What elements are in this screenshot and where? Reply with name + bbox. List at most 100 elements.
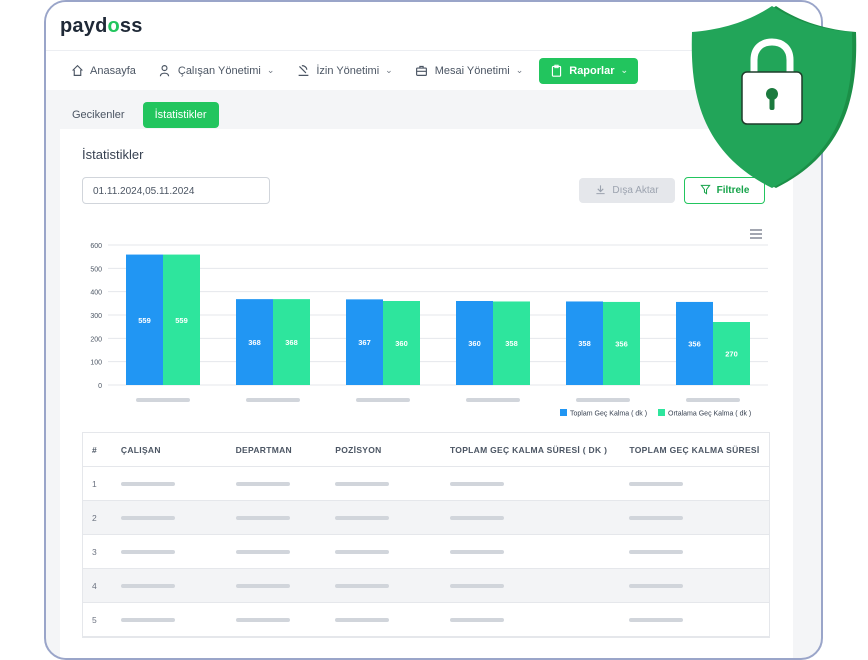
chevron-down-icon: ⌄: [620, 65, 629, 75]
text-placeholder: [629, 481, 684, 486]
column-header-position[interactable]: POZİSYON: [335, 444, 382, 455]
cell-placeholder: [629, 481, 769, 486]
data-label: 559: [175, 316, 188, 325]
bar: [713, 322, 750, 385]
x-tick-label-placeholder: [246, 398, 300, 402]
briefcase-icon: [415, 64, 429, 78]
bar: [346, 299, 383, 385]
filter-button[interactable]: Filtrele: [684, 177, 765, 204]
column-header-employee[interactable]: ÇALIŞAN: [120, 444, 161, 455]
nav-label: Çalışan Yönetimi: [177, 64, 261, 77]
bar: [163, 254, 200, 385]
funnel-icon: [699, 184, 711, 198]
bar: [236, 299, 273, 385]
cell-placeholder: [120, 583, 236, 588]
cell-placeholder: [629, 617, 769, 622]
export-button[interactable]: Dışa Aktar: [579, 178, 675, 203]
beach-icon: [296, 64, 310, 78]
column-header-total-late[interactable]: TOPLAM GEÇ KALMA SÜRESİ: [629, 444, 760, 455]
row-index: 1: [92, 478, 97, 489]
late-arrival-bar-chart: 0 100 200 300 400 500 600 559 559 368 368 367 360 360…: [90, 243, 768, 418]
y-tick-label: 400: [90, 290, 102, 297]
app-logo[interactable]: paydoss: [60, 15, 143, 38]
app-window: paydoss Anasayfa Çalışan Yönetimi ⌄ İzin…: [44, 0, 823, 660]
data-label: 360: [395, 339, 408, 348]
cell-placeholder: [335, 481, 450, 486]
column-header-total-late-dk[interactable]: TOPLAM GEÇ KALMA SÜRESİ ( DK ): [449, 444, 608, 455]
table-row[interactable]: 3: [83, 535, 769, 569]
text-placeholder: [335, 515, 390, 520]
legend-swatch: [658, 409, 665, 416]
nav-item-leave-management[interactable]: İzin Yönetimi ⌄: [290, 58, 398, 84]
statistics-card: İstatistikler 01.11.2024,05.11.2024 Dışa…: [60, 129, 793, 658]
export-label: Dışa Aktar: [612, 185, 659, 196]
text-placeholder: [335, 617, 390, 622]
cell-placeholder: [629, 549, 769, 554]
text-placeholder: [629, 549, 684, 554]
table-header: # ÇALIŞAN DEPARTMAN POZİSYON TOPLAM GEÇ …: [83, 433, 769, 467]
cell-placeholder: [629, 515, 769, 520]
text-placeholder: [235, 617, 290, 622]
bar: [603, 301, 640, 385]
statistics-table: # ÇALIŞAN DEPARTMAN POZİSYON TOPLAM GEÇ …: [82, 432, 770, 638]
cell-placeholder: [235, 617, 336, 622]
cell-placeholder: [449, 583, 629, 588]
data-label: 358: [505, 339, 518, 348]
nav-label: Mesai Yönetimi: [434, 64, 510, 77]
table-row[interactable]: 5: [83, 603, 769, 637]
nav-item-home[interactable]: Anasayfa: [64, 58, 142, 84]
y-tick-label: 500: [90, 266, 102, 273]
cell-placeholder: [235, 549, 336, 554]
table-row[interactable]: 4: [83, 569, 769, 603]
x-tick-label-placeholder: [466, 398, 520, 402]
row-index: 3: [92, 546, 97, 557]
bar: [273, 299, 310, 385]
table-body: 1 2 3 4 5: [83, 467, 769, 637]
tab-bar: Gecikenler İstatistikler: [60, 102, 793, 128]
nav-item-reports[interactable]: Raporlar ⌄: [539, 57, 639, 84]
cell-placeholder: [335, 583, 450, 588]
bar: [493, 301, 530, 385]
row-index: 4: [92, 580, 97, 591]
table-row[interactable]: 1: [83, 467, 769, 501]
y-tick-label: 600: [90, 243, 102, 250]
download-icon: [595, 184, 606, 198]
nav-item-overtime-management[interactable]: Mesai Yönetimi ⌄: [409, 58, 530, 84]
nav-label: Anasayfa: [90, 64, 136, 77]
data-label: 368: [285, 338, 298, 347]
cell-placeholder: [120, 549, 236, 554]
cell-placeholder: [449, 617, 629, 622]
text-placeholder: [449, 515, 504, 520]
logo-text-suffix: ss: [119, 14, 143, 37]
bar: [456, 301, 493, 385]
top-bar: paydoss: [46, 2, 821, 50]
bar: [676, 301, 713, 385]
chevron-down-icon: ⌄: [515, 65, 524, 75]
x-tick-label-placeholder: [686, 398, 740, 402]
tab-statistics[interactable]: İstatistikler: [142, 102, 219, 128]
column-header-department[interactable]: DEPARTMAN: [235, 444, 292, 455]
tab-late-arrivals[interactable]: Gecikenler: [60, 102, 137, 128]
data-label: 368: [248, 338, 261, 347]
date-range-input[interactable]: 01.11.2024,05.11.2024: [82, 177, 270, 204]
chevron-down-icon: ⌄: [266, 65, 275, 75]
text-placeholder: [120, 481, 175, 486]
cell-placeholder: [235, 481, 336, 486]
table-row[interactable]: 2: [83, 501, 769, 535]
nav-item-employee-management[interactable]: Çalışan Yönetimi ⌄: [152, 58, 281, 84]
cell-placeholder: [120, 617, 236, 622]
x-tick-label-placeholder: [356, 398, 410, 402]
chart-menu-icon[interactable]: [750, 229, 762, 239]
cell-placeholder: [235, 515, 336, 520]
cell-placeholder: [335, 617, 450, 622]
text-placeholder: [335, 583, 390, 588]
cell-placeholder: [449, 549, 629, 554]
cell-placeholder: [449, 515, 629, 520]
security-shield-lock-icon: [691, 6, 857, 188]
cell-placeholder: [335, 549, 450, 554]
data-label: 356: [688, 339, 701, 348]
user-icon: [158, 64, 172, 78]
content-area: Gecikenler İstatistikler İstatistikler 0…: [60, 102, 793, 658]
column-header-index[interactable]: #: [92, 444, 98, 455]
text-placeholder: [449, 481, 504, 486]
